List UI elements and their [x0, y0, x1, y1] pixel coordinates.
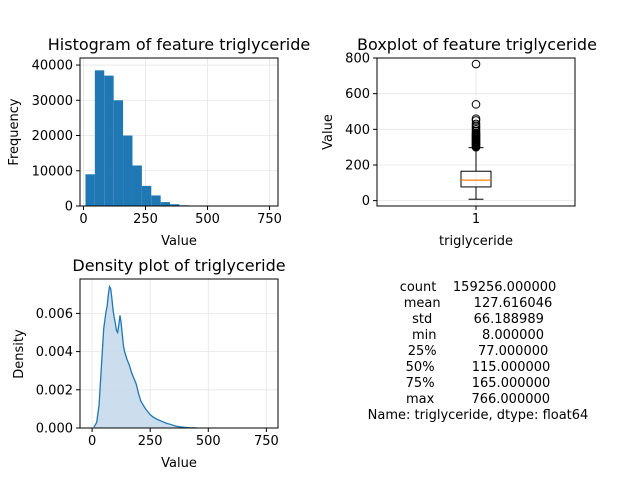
- stats-rows: count 159256.000000 mean 127.616046 std 66…: [330, 280, 626, 408]
- density-frame: [79, 278, 279, 429]
- histogram-bar: [104, 75, 114, 206]
- boxplot-title: Boxplot of feature triglyceride: [357, 35, 597, 54]
- histogram-y-tick-label: 20000: [32, 129, 73, 144]
- stats-row-label: min: [411, 328, 449, 343]
- stats-footer: Name: triglyceride, dtype: float64: [367, 408, 589, 423]
- density-title: Density plot of triglyceride: [72, 256, 285, 275]
- boxplot-outlier: [471, 59, 481, 69]
- density-x-tick-label: 250: [138, 434, 163, 449]
- boxplot-y-ticks: 0 200 400 600 800: [345, 52, 377, 209]
- density-x-label: Value: [161, 456, 197, 471]
- stats-row: max 766.000000: [330, 392, 626, 408]
- density-y-tick-label: 0.006: [36, 307, 73, 322]
- histogram-bar: [160, 202, 171, 206]
- density-panel: Density plot of triglyceride 0 250 500 750 …: [12, 256, 286, 471]
- stats-row: 75% 165.000000: [330, 376, 626, 392]
- histogram-bar: [151, 195, 161, 206]
- density-x-ticks: 0 250 500 750: [88, 428, 279, 449]
- stats-row-value: 127.616046: [448, 296, 553, 311]
- density-y-label: Density: [12, 329, 27, 379]
- histogram-x-tick-label: 500: [195, 212, 220, 227]
- density-x-tick-label: 0: [88, 434, 96, 449]
- histogram-y-tick-label: 10000: [32, 164, 73, 179]
- stats-row-value: 77.000000: [449, 344, 549, 359]
- density-y-tick-label: 0.000: [36, 422, 73, 437]
- stats-row-label: count: [399, 280, 441, 295]
- histogram-bar: [123, 135, 133, 206]
- summary-stats-text: count 159256.000000 mean 127.616046 std 66…: [330, 280, 626, 424]
- boxplot-y-tick-label: 400: [345, 123, 370, 138]
- stats-row-label: max: [405, 392, 447, 407]
- histogram-bar: [170, 204, 180, 206]
- boxplot-outlier: [471, 100, 481, 109]
- histogram-x-ticks: 0 250 500 750: [79, 206, 282, 227]
- density-y-tick-label: 0.004: [36, 345, 73, 360]
- stats-row-value: 766.000000: [446, 392, 551, 407]
- stats-row: 25% 77.000000: [330, 344, 626, 360]
- histogram-bar: [85, 174, 95, 206]
- stats-row: count 159256.000000: [330, 280, 626, 296]
- stats-row-value: 165.000000: [446, 376, 551, 391]
- density-x-tick-label: 500: [196, 434, 221, 449]
- boxplot-y-tick-label: 0: [362, 194, 370, 209]
- histogram-bar: [141, 185, 152, 206]
- stats-row: std 66.188989: [330, 312, 626, 328]
- boxplot-x-tick-label: 1: [472, 212, 480, 227]
- boxplot-outlier: [471, 119, 481, 129]
- stats-row-label: 50%: [405, 360, 447, 375]
- boxplot-outlier: [471, 114, 481, 123]
- stats-row: min 8.000000: [330, 328, 626, 344]
- stats-row-label: 25%: [407, 344, 450, 359]
- density-curve-group: [93, 284, 197, 429]
- stats-row-label: mean: [403, 296, 449, 311]
- boxplot-x-ticks: 1: [472, 206, 480, 227]
- density-x-tick-label: 750: [254, 434, 279, 449]
- stats-row-value: 8.000000: [448, 328, 544, 343]
- histogram-panel: Histogram of feature triglyceride 0 250 50…: [7, 35, 310, 249]
- histogram-x-tick-label: 0: [79, 212, 87, 227]
- density-y-ticks: 0.000 0.002 0.004 0.006: [36, 307, 80, 437]
- stats-row-value: 159256.000000: [440, 280, 557, 295]
- histogram-x-tick-label: 750: [257, 212, 282, 227]
- histogram-bar: [94, 70, 105, 206]
- boxplot-body: [460, 59, 492, 200]
- boxplot-box: [460, 170, 492, 188]
- histogram-title: Histogram of feature triglyceride: [48, 35, 310, 54]
- stats-row: mean 127.616046: [330, 296, 626, 312]
- stats-row-value: 66.188989: [444, 312, 544, 327]
- stats-row-value: 115.000000: [446, 360, 551, 375]
- histogram-y-tick-label: 40000: [32, 59, 73, 74]
- boxplot-y-tick-label: 200: [345, 158, 370, 173]
- histogram-bar: [113, 100, 124, 206]
- histogram-frame: [79, 57, 279, 207]
- stats-row-label: 75%: [405, 376, 447, 391]
- boxplot-panel: Boxplot of feature triglyceride 1 0 200 40…: [321, 35, 597, 249]
- histogram-y-ticks: 0 10000 20000 30000 40000: [32, 59, 80, 215]
- histogram-x-tick-label: 250: [133, 212, 158, 227]
- boxplot-y-tick-label: 800: [345, 52, 370, 67]
- density-y-tick-label: 0.002: [36, 383, 73, 398]
- stats-row: 50% 115.000000: [330, 360, 626, 376]
- density-curve-line: [93, 284, 197, 429]
- histogram-bars: [85, 70, 274, 206]
- boxplot-y-tick-label: 600: [345, 87, 370, 102]
- stats-row-label: std: [412, 312, 445, 327]
- histogram-y-tick-label: 30000: [32, 94, 73, 109]
- histogram-y-tick-label: 0: [65, 200, 73, 215]
- histogram-bar: [132, 165, 142, 206]
- histogram-x-label: Value: [161, 234, 197, 249]
- histogram-y-label: Frequency: [7, 98, 22, 165]
- boxplot-x-label: triglyceride: [439, 234, 513, 249]
- boxplot-y-label: Value: [321, 114, 336, 150]
